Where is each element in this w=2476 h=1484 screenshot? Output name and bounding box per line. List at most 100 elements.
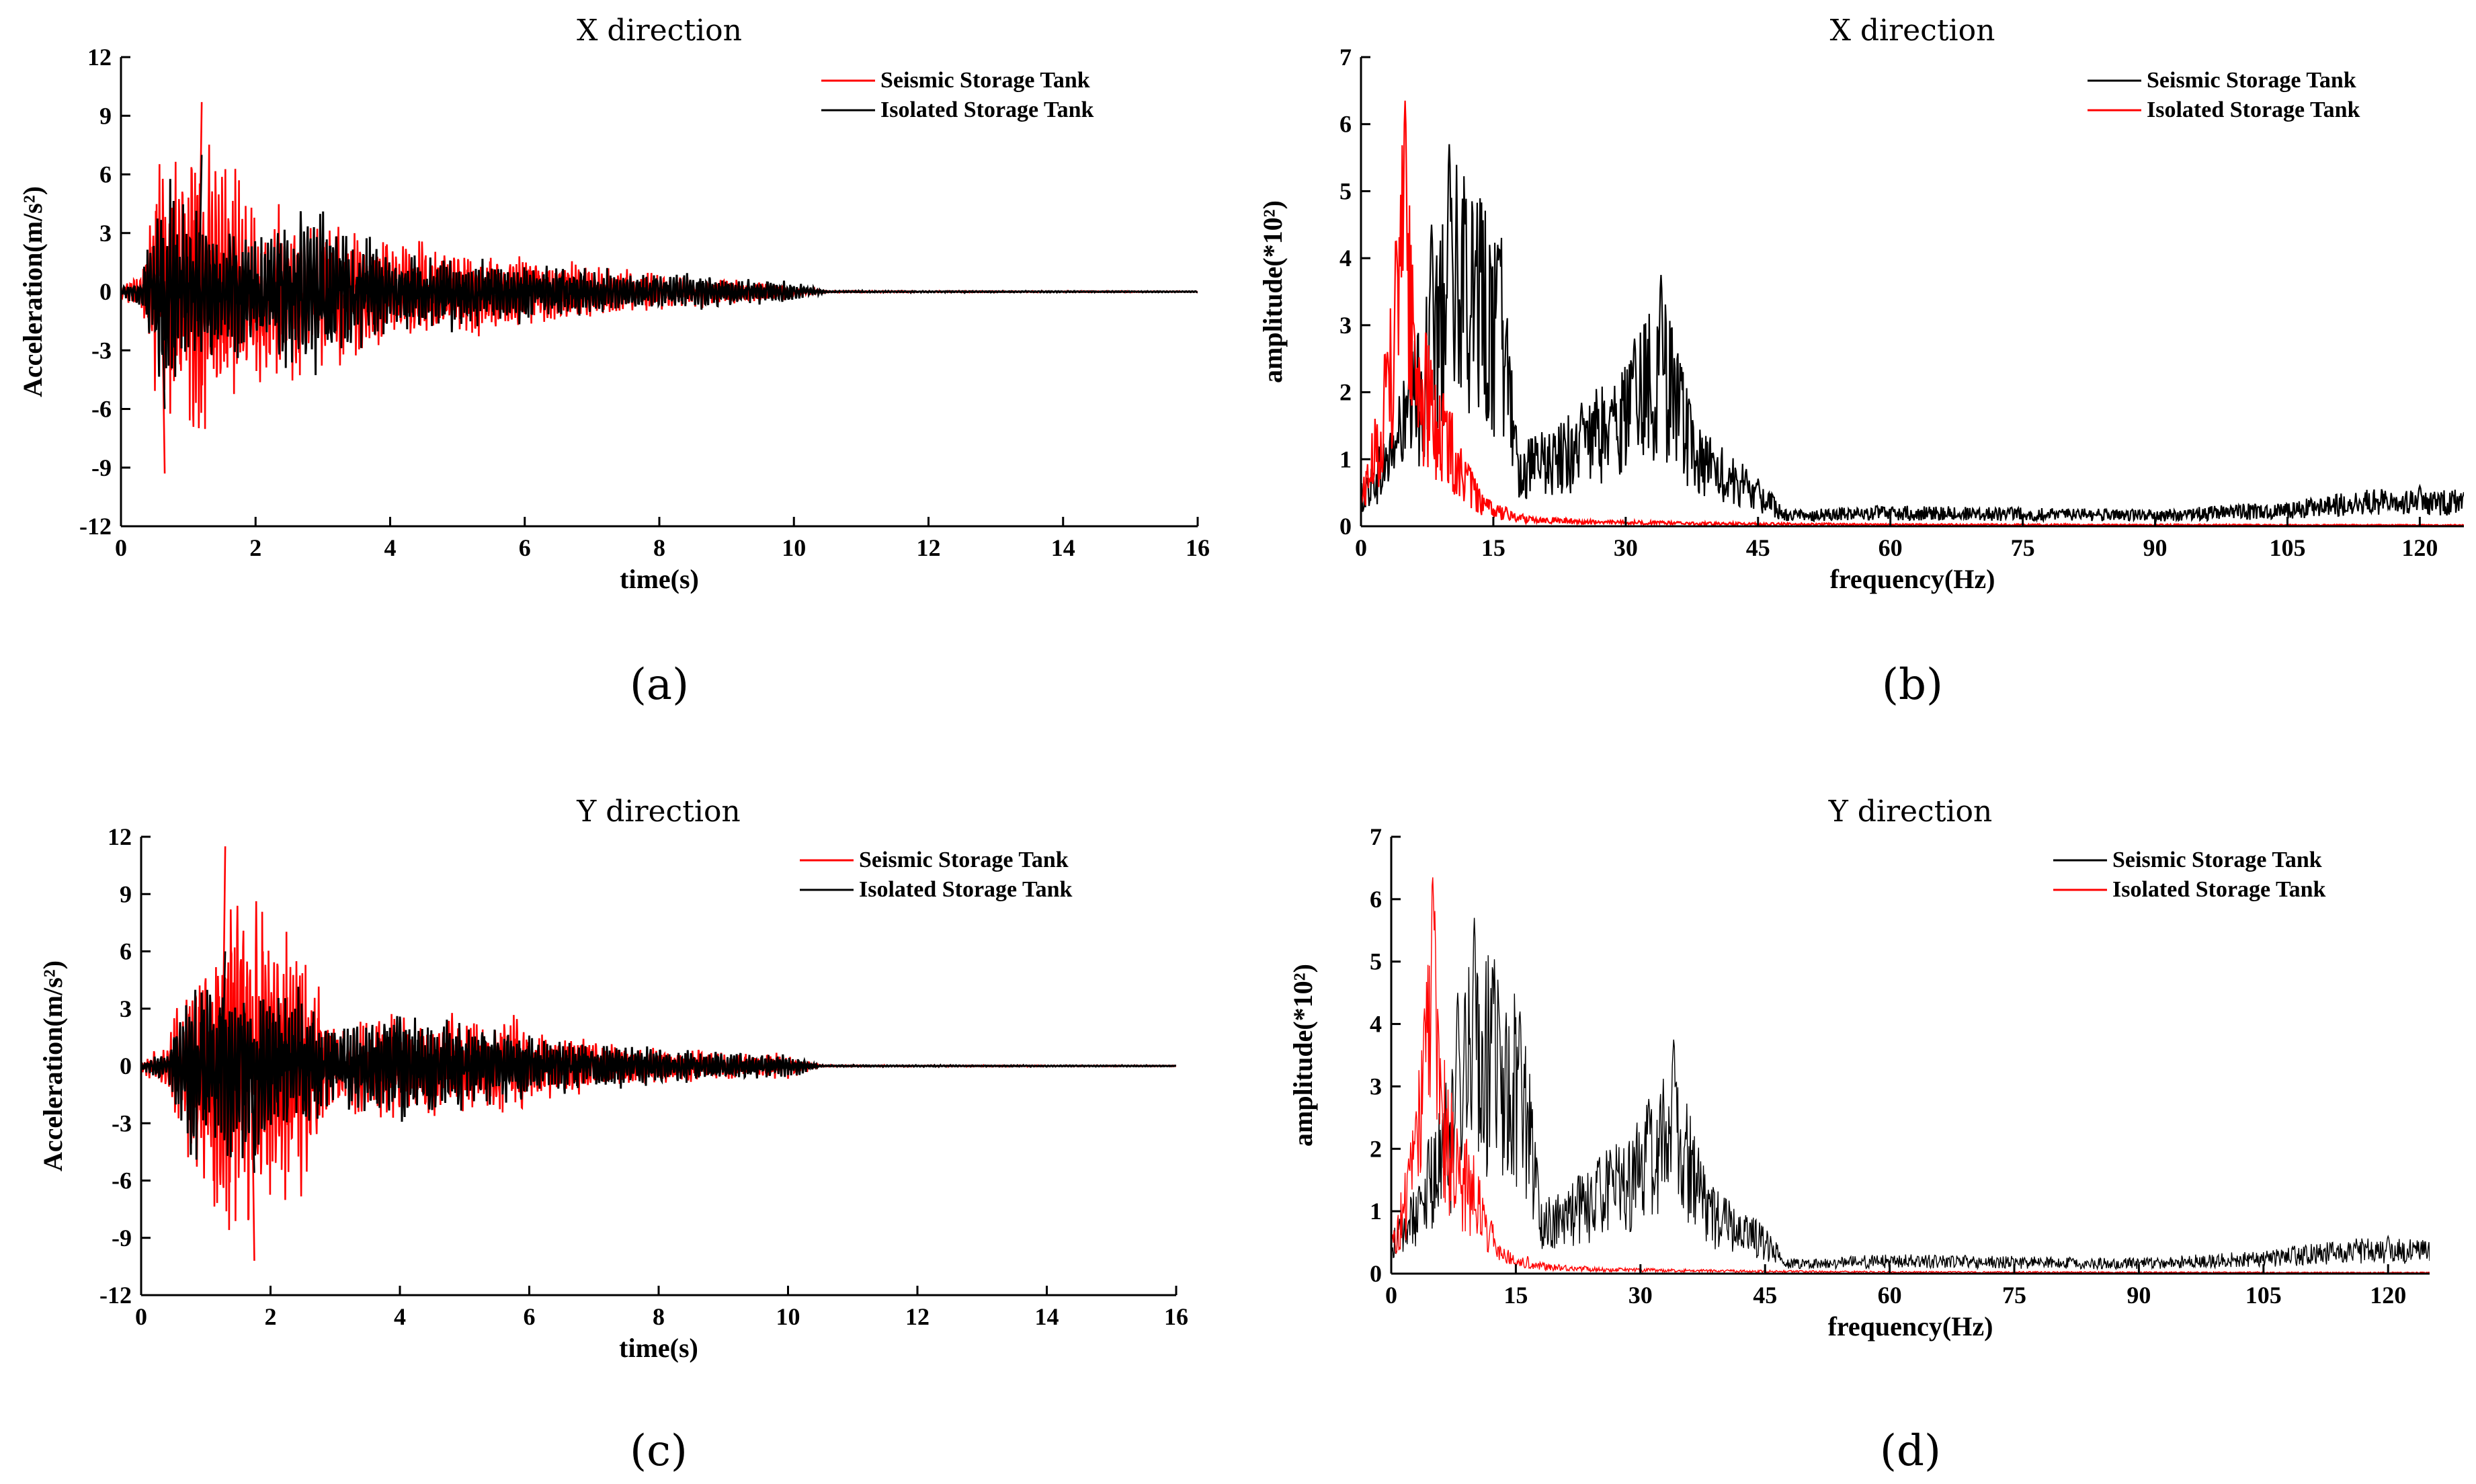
panel-c-ytick-label-8: 12 — [108, 823, 132, 850]
panel-c-xtick-label-1: 2 — [265, 1303, 277, 1330]
panel-b-title: X direction — [1830, 13, 1995, 48]
panel-c-series-1-peak-1 — [251, 1065, 255, 1173]
panel-d-y-axis-label: amplitude(*10²) — [1288, 964, 1318, 1147]
panel-a-ytick-label-6: 6 — [99, 161, 112, 188]
panel-c-xtick-label-8: 16 — [1164, 1303, 1188, 1330]
panel-a-xtick-label-4: 8 — [653, 534, 665, 561]
panel-b-ytick-label-2: 2 — [1339, 379, 1352, 406]
panel-d-title: Y direction — [1828, 794, 1993, 829]
panel-c-xtick-label-6: 12 — [905, 1303, 930, 1330]
panel-a-title: X direction — [577, 13, 742, 48]
panel-c-x-axis-label: time(s) — [619, 1333, 698, 1363]
panel-b-y-axis-label: amplitude(*10²) — [1257, 200, 1288, 383]
panel-c-ytick-label-5: 3 — [120, 995, 132, 1022]
panel-c-series-1-peak-0 — [221, 951, 226, 1067]
panel-c-label: (c) — [630, 1426, 688, 1476]
panel-c-xtick-label-2: 4 — [394, 1303, 406, 1330]
panel-b-series-1-line — [1361, 100, 2464, 526]
panel-b-x-axis-label: frequency(Hz) — [1830, 564, 1995, 594]
panel-b-ytick-label-3: 3 — [1339, 312, 1352, 339]
panel-d-series-group — [1391, 877, 2430, 1274]
panel-b-xtick-label-0: 0 — [1355, 534, 1367, 561]
panel-d-x-axis-label: frequency(Hz) — [1828, 1311, 1993, 1342]
panel-c-y-axis-label: Acceleration(m/s²) — [38, 960, 68, 1171]
panel-c-ytick-label-1: -9 — [112, 1225, 132, 1251]
panel-b-series-0-line — [1361, 144, 2464, 524]
panel-a-y-axis-label: Acceleration(m/s²) — [17, 186, 48, 397]
panel-c-ytick-label-3: -3 — [112, 1110, 132, 1137]
panel-d-xtick-label-8: 120 — [2370, 1282, 2406, 1309]
panel-a-ytick-label-1: -9 — [91, 454, 112, 481]
panel-a-xtick-label-3: 6 — [519, 534, 531, 561]
panel-c-legend-label-0: Seismic Storage Tank — [859, 848, 1069, 872]
panel-c-xtick-label-3: 6 — [524, 1303, 536, 1330]
panel-a-xtick-label-1: 2 — [249, 534, 261, 561]
panel-d-legend-label-0: Seismic Storage Tank — [2112, 848, 2322, 872]
panel-c-xtick-label-7: 14 — [1035, 1303, 1059, 1330]
panel-a-ytick-label-5: 3 — [99, 220, 112, 247]
panel-c-ytick-label-6: 6 — [120, 938, 132, 965]
panel-a-legend-label-1: Isolated Storage Tank — [880, 97, 1093, 122]
panel-d-xtick-label-6: 90 — [2127, 1282, 2151, 1309]
panel-a-xtick-label-5: 10 — [782, 534, 806, 561]
panel-d-xtick-label-3: 45 — [1753, 1282, 1777, 1309]
panel-b-ytick-label-5: 5 — [1339, 177, 1352, 204]
panel-a-ytick-label-2: -6 — [91, 396, 112, 423]
panel-d-xtick-label-5: 75 — [2002, 1282, 2026, 1309]
panel-c-chart: Y direction 0 2 4 6 8 10 12 14 16 -12 -9 -6 -3 0 3 6 9 12 t… — [38, 794, 1188, 1476]
panel-b-xtick-label-3: 45 — [1746, 534, 1770, 561]
panel-a-ytick-label-0: -12 — [79, 513, 112, 540]
panel-c-title: Y direction — [576, 794, 741, 829]
panel-c-series-1-line — [141, 987, 1176, 1160]
panel-c-ytick-label-7: 9 — [120, 880, 132, 907]
panel-c-xtick-label-5: 10 — [776, 1303, 800, 1330]
panel-a-ytick-label-4: 0 — [99, 278, 112, 305]
panel-c-ytick-label-2: -6 — [112, 1167, 132, 1194]
panel-d-label: (d) — [1880, 1426, 1941, 1476]
panel-a-xtick-label-8: 16 — [1186, 534, 1210, 561]
panel-c-ytick-label-4: 0 — [120, 1053, 132, 1079]
panel-a-ytick-label-7: 9 — [99, 102, 112, 129]
panel-c-xtick-label-4: 8 — [653, 1303, 665, 1330]
panel-a-series-1-peak-1 — [161, 291, 166, 409]
panel-b-legend-label-0: Seismic Storage Tank — [2147, 68, 2356, 93]
panel-d-series-0-line — [1391, 917, 2430, 1271]
panel-b-ytick-label-4: 4 — [1339, 245, 1352, 272]
panel-c-legend-label-1: Isolated Storage Tank — [859, 877, 1072, 902]
panel-b-xtick-label-7: 105 — [2269, 534, 2305, 561]
panel-b-ytick-label-7: 7 — [1339, 44, 1352, 71]
panel-a-series-1-peak-0 — [198, 155, 203, 292]
panel-d-legend-label-1: Isolated Storage Tank — [2112, 877, 2325, 902]
panel-a-xtick-label-7: 14 — [1051, 534, 1075, 561]
panel-a-label: (a) — [630, 660, 689, 710]
panel-b-xtick-label-1: 15 — [1481, 534, 1505, 561]
panel-a-series-group — [121, 101, 1198, 474]
panel-b-xtick-label-5: 75 — [2011, 534, 2035, 561]
panel-b-ytick-label-0: 0 — [1339, 513, 1352, 540]
panel-a-ytick-label-8: 12 — [87, 44, 112, 71]
panel-b-xtick-label-6: 90 — [2143, 534, 2168, 561]
panel-b-series-group — [1361, 100, 2464, 526]
panel-a-xtick-label-0: 0 — [115, 534, 127, 561]
panel-d-ytick-label-3: 3 — [1370, 1073, 1382, 1100]
panel-b-xtick-label-4: 60 — [1879, 534, 1903, 561]
panel-b-label: (b) — [1882, 660, 1943, 710]
panel-c-xtick-label-0: 0 — [135, 1303, 147, 1330]
panel-d-ytick-label-4: 4 — [1370, 1011, 1382, 1038]
panel-d-xtick-label-1: 15 — [1503, 1282, 1528, 1309]
panel-d-xtick-label-7: 105 — [2245, 1282, 2282, 1309]
panel-c-series-group — [141, 846, 1176, 1261]
panel-b-ytick-label-1: 1 — [1339, 446, 1352, 472]
panel-a-x-axis-label: time(s) — [620, 564, 699, 594]
panel-a-ytick-label-3: -3 — [91, 337, 112, 364]
panel-d-ytick-label-1: 1 — [1370, 1198, 1382, 1225]
panel-c-ytick-label-0: -12 — [99, 1282, 132, 1309]
panel-d-ytick-label-5: 5 — [1370, 948, 1382, 975]
panel-b-xtick-label-8: 120 — [2401, 534, 2438, 561]
panel-a-legend-label-0: Seismic Storage Tank — [880, 68, 1090, 93]
panel-b-xtick-label-2: 30 — [1614, 534, 1638, 561]
panel-a-chart: X direction 0 2 4 6 8 10 12 14 16 -12 -9 -6 -3 0 3 6 9 12 t… — [17, 13, 1210, 710]
